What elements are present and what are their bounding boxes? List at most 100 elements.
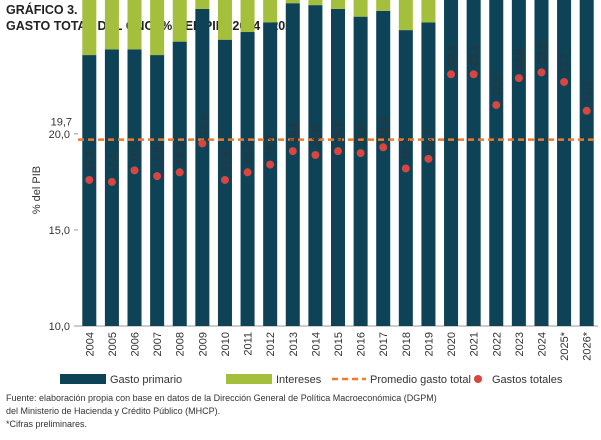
value-label: 17,6 [84, 151, 96, 172]
note: del Ministerio de Hacienda y Crédito Púb… [6, 406, 220, 416]
legend-swatch [226, 374, 272, 384]
bar-segment [421, 0, 436, 23]
value-label: 18,0 [243, 143, 255, 164]
bar-segment [127, 49, 142, 327]
value-label: 22,9 [514, 49, 526, 70]
value-label: 19,1 [333, 122, 345, 143]
note: *Cifras preliminares. [6, 419, 87, 429]
value-label: 19,0 [356, 124, 368, 145]
bar-segment [534, 0, 549, 326]
x-tick-label: 2014 [310, 332, 322, 356]
x-tick-label: 2015 [333, 332, 345, 356]
legend-label: Gastos totales [492, 374, 563, 386]
total-dot [175, 168, 184, 177]
value-label: 17,8 [152, 147, 164, 168]
x-tick-label: 2009 [197, 332, 209, 356]
total-dot [560, 77, 569, 86]
x-tick-label: 2004 [84, 332, 96, 356]
total-dot [514, 74, 523, 83]
bar-segment [398, 30, 413, 326]
value-label: 17,5 [107, 152, 119, 173]
total-dot [107, 177, 116, 186]
value-label: 21,2 [582, 81, 594, 102]
bar-segment [353, 0, 368, 17]
total-dot [266, 160, 275, 169]
value-label: 23,2 [536, 43, 548, 64]
average-label: 19,7 [51, 117, 72, 129]
total-dot [537, 68, 546, 77]
total-dot [469, 70, 478, 79]
total-dot [401, 164, 410, 173]
bar-segment [579, 0, 594, 326]
total-dot [198, 139, 207, 148]
total-dot [582, 106, 591, 115]
bar-segment [421, 22, 436, 327]
bar-segment [489, 0, 504, 327]
total-dot [356, 149, 365, 158]
x-tick-label: 2022 [491, 332, 503, 356]
x-tick-label: 2005 [107, 332, 119, 356]
bar-segment [308, 0, 323, 6]
bar-segment [104, 0, 119, 50]
y-tick-label: 15,0 [49, 225, 70, 237]
bar-segment [330, 0, 346, 9]
x-tick-label: 2011 [243, 332, 255, 356]
chart-title: GRÁFICO 3. [6, 2, 78, 17]
bar-segment [376, 10, 391, 327]
value-label: 18,7 [423, 129, 435, 150]
bar-segment [398, 0, 413, 31]
bar-segment [82, 55, 97, 326]
x-tick-label: 2012 [265, 332, 277, 356]
legend-label: Intereses [276, 374, 322, 386]
total-dot [85, 175, 94, 184]
x-tick-label: 2016 [356, 332, 368, 356]
value-label: 23,1 [446, 45, 458, 66]
legend-swatch [474, 375, 482, 383]
value-label: 18,2 [401, 139, 413, 160]
bar-segment [285, 3, 300, 326]
x-tick-label: 2006 [130, 332, 142, 356]
value-label: 21,5 [491, 76, 503, 97]
x-tick-label: 2025* [559, 331, 571, 360]
x-tick-label: 2008 [175, 332, 187, 356]
total-dot [311, 150, 320, 159]
bar-segment [466, 0, 481, 326]
total-dot [379, 143, 388, 152]
x-tick-label: 2017 [378, 332, 390, 356]
bar-segment [444, 0, 459, 326]
bar-segment [263, 22, 278, 327]
total-dot [243, 168, 252, 177]
total-dot [492, 101, 501, 110]
legend-label: Gasto primario [110, 374, 182, 386]
value-label: 17,6 [220, 151, 232, 172]
bar-segment [240, 32, 255, 327]
x-tick-label: 2026* [582, 331, 594, 360]
legend-label: Promedio gasto total [370, 374, 471, 386]
total-dot [130, 166, 139, 175]
x-tick-label: 2018 [401, 332, 413, 356]
total-dot [220, 175, 229, 184]
bar-segment [511, 0, 526, 327]
x-tick-label: 2020 [446, 332, 458, 356]
x-tick-label: 2007 [152, 332, 164, 356]
x-tick-label: 2021 [469, 332, 481, 356]
bar-segment [240, 0, 255, 33]
bar-segment [353, 16, 368, 327]
value-label: 23,1 [469, 45, 481, 66]
x-tick-label: 2013 [288, 332, 300, 356]
legend-swatch [60, 374, 106, 384]
total-dot [447, 70, 456, 79]
bar-segment [376, 0, 391, 11]
value-label: 18,9 [310, 126, 322, 147]
value-label: 19,3 [378, 118, 390, 139]
y-tick-label: 20,0 [49, 129, 70, 141]
bar-segment [285, 0, 300, 4]
x-tick-label: 2023 [514, 332, 526, 356]
bar-segment [195, 8, 210, 326]
bar-segment [104, 49, 119, 327]
bar-segment [557, 0, 572, 327]
x-tick-label: 2010 [220, 332, 232, 356]
bar-segment [330, 8, 346, 326]
value-label: 18,4 [265, 135, 277, 156]
bar-segment [195, 0, 210, 9]
